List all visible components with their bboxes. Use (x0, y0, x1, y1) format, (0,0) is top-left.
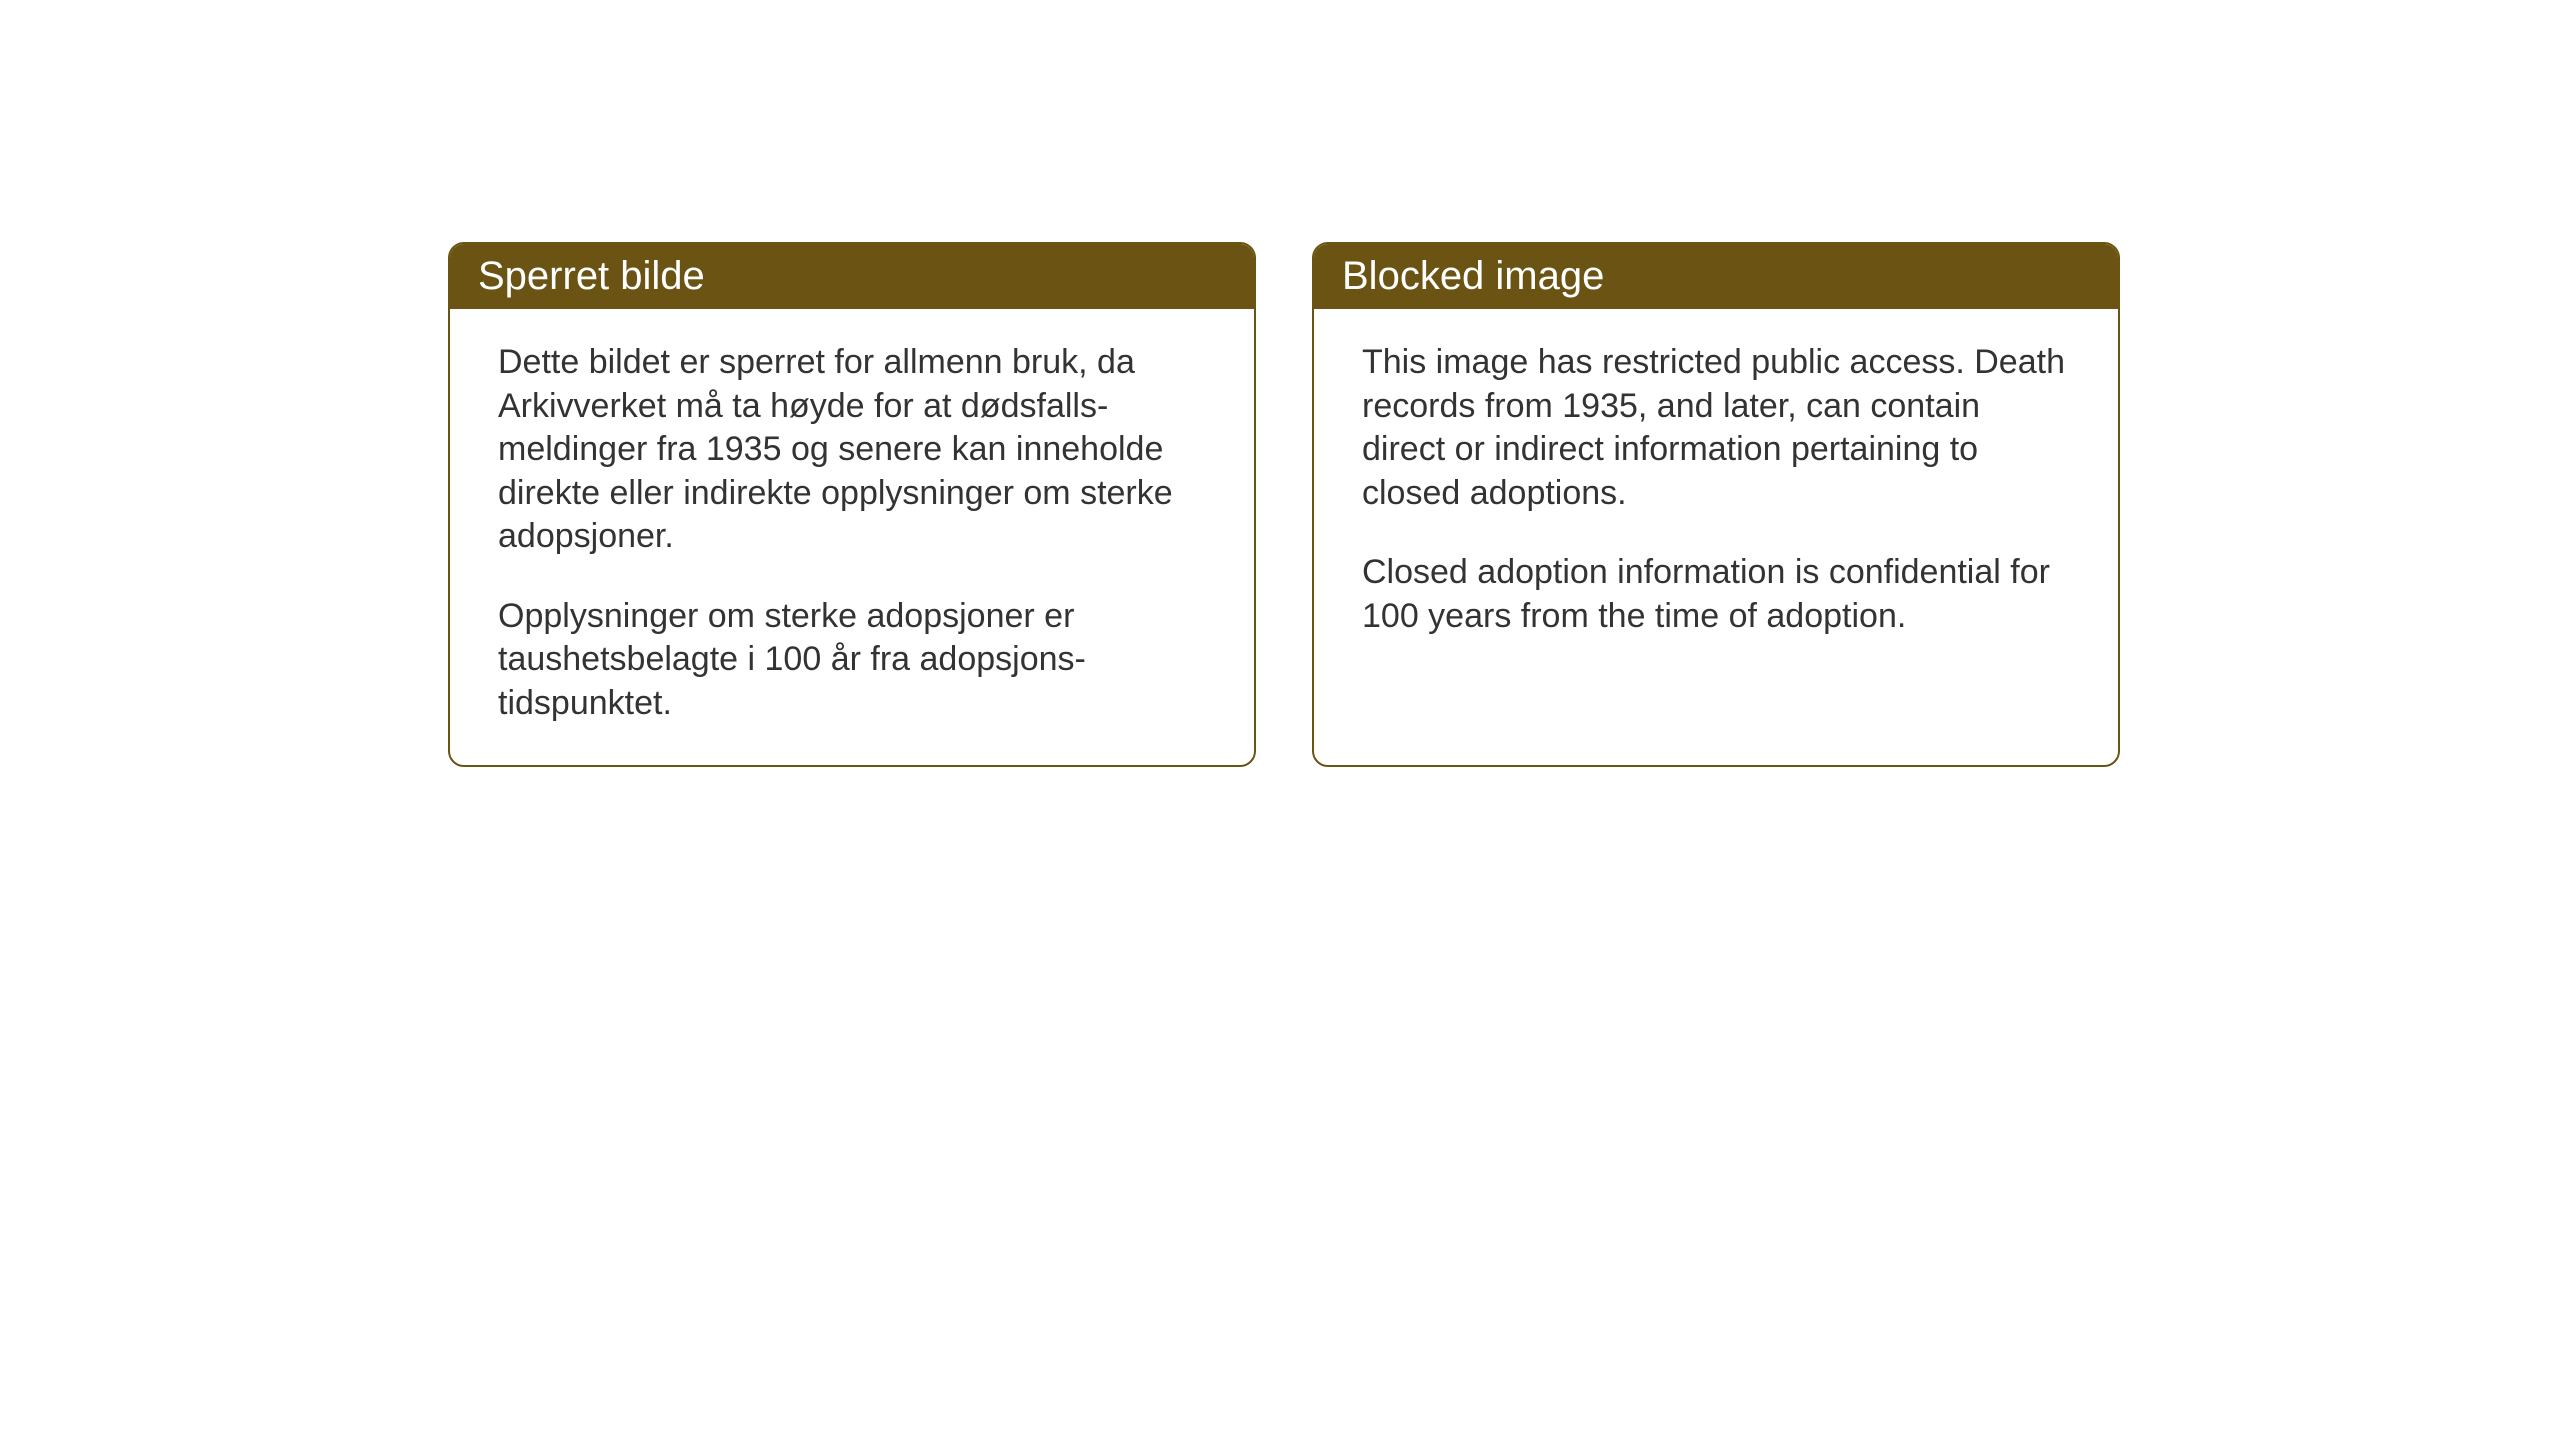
notice-header-norwegian: Sperret bilde (450, 244, 1254, 309)
notice-header-english: Blocked image (1314, 244, 2118, 309)
notice-card-english: Blocked image This image has restricted … (1312, 242, 2120, 767)
notice-container: Sperret bilde Dette bildet er sperret fo… (448, 242, 2120, 767)
notice-card-norwegian: Sperret bilde Dette bildet er sperret fo… (448, 242, 1256, 767)
notice-paragraph-2-english: Closed adoption information is confident… (1362, 551, 2070, 638)
notice-paragraph-1-norwegian: Dette bildet er sperret for allmenn bruk… (498, 341, 1206, 559)
notice-paragraph-1-english: This image has restricted public access.… (1362, 341, 2070, 515)
notice-body-norwegian: Dette bildet er sperret for allmenn bruk… (450, 309, 1254, 765)
notice-body-english: This image has restricted public access.… (1314, 309, 2118, 678)
notice-paragraph-2-norwegian: Opplysninger om sterke adopsjoner er tau… (498, 595, 1206, 726)
